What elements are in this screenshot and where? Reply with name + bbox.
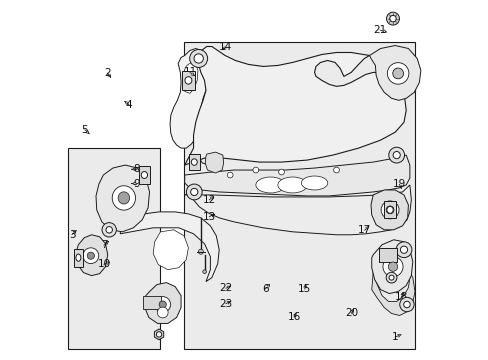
Text: 20: 20	[344, 309, 357, 318]
Bar	[68, 148, 159, 348]
Ellipse shape	[76, 254, 81, 261]
Ellipse shape	[112, 186, 135, 210]
Circle shape	[159, 301, 166, 308]
Circle shape	[278, 169, 284, 175]
Text: 7: 7	[101, 240, 107, 250]
Text: 12: 12	[203, 195, 216, 205]
Circle shape	[388, 275, 393, 280]
Circle shape	[380, 201, 398, 219]
Bar	[142, 296, 161, 309]
Circle shape	[480, 252, 485, 257]
Ellipse shape	[118, 192, 129, 204]
Bar	[378, 248, 396, 262]
Circle shape	[386, 206, 393, 214]
Text: 3: 3	[68, 230, 75, 239]
Text: 2: 2	[104, 68, 111, 78]
Polygon shape	[96, 165, 149, 232]
Polygon shape	[205, 152, 223, 173]
Circle shape	[155, 297, 170, 312]
Circle shape	[194, 54, 203, 63]
Text: 19: 19	[392, 179, 405, 189]
Circle shape	[186, 184, 202, 200]
Ellipse shape	[301, 176, 327, 190]
Text: 4: 4	[125, 100, 132, 110]
Circle shape	[382, 257, 402, 277]
Bar	[384, 201, 395, 219]
Text: 23: 23	[219, 299, 232, 309]
Text: 8: 8	[133, 164, 139, 174]
Ellipse shape	[184, 77, 191, 84]
Circle shape	[388, 147, 404, 163]
Text: 21: 21	[373, 25, 386, 35]
Ellipse shape	[277, 177, 306, 193]
Text: 13: 13	[203, 212, 216, 221]
Polygon shape	[120, 212, 219, 282]
Polygon shape	[184, 155, 409, 196]
Circle shape	[87, 252, 94, 259]
Ellipse shape	[255, 177, 285, 193]
Polygon shape	[184, 46, 406, 165]
Circle shape	[157, 307, 168, 318]
Text: 9: 9	[133, 179, 139, 189]
Polygon shape	[75, 235, 107, 276]
Polygon shape	[144, 283, 181, 323]
Circle shape	[399, 297, 413, 312]
Polygon shape	[197, 130, 219, 165]
Text: 22: 22	[219, 283, 232, 293]
Circle shape	[102, 222, 116, 237]
Text: 16: 16	[287, 312, 300, 322]
Polygon shape	[170, 49, 209, 148]
Bar	[182, 71, 194, 90]
Text: 18: 18	[394, 292, 407, 302]
Text: 6: 6	[262, 284, 268, 294]
Circle shape	[227, 172, 233, 178]
Circle shape	[189, 50, 207, 67]
Circle shape	[83, 248, 99, 264]
Bar	[183, 42, 414, 348]
Polygon shape	[371, 266, 414, 315]
Text: 5: 5	[81, 125, 88, 135]
Bar	[188, 154, 199, 170]
Text: 15: 15	[298, 284, 311, 294]
Circle shape	[387, 262, 397, 271]
Text: 11: 11	[183, 67, 196, 77]
Polygon shape	[369, 45, 420, 100]
Ellipse shape	[386, 206, 392, 213]
Circle shape	[106, 226, 112, 233]
Circle shape	[386, 12, 399, 25]
Circle shape	[389, 15, 395, 22]
Polygon shape	[182, 62, 198, 93]
Circle shape	[203, 270, 206, 274]
Circle shape	[198, 249, 203, 254]
Ellipse shape	[141, 172, 147, 179]
Circle shape	[392, 152, 400, 159]
Text: 10: 10	[97, 259, 110, 269]
Polygon shape	[184, 185, 410, 235]
Ellipse shape	[191, 159, 197, 165]
Polygon shape	[153, 230, 188, 270]
Circle shape	[400, 246, 407, 253]
Circle shape	[395, 242, 411, 258]
Bar	[139, 166, 150, 184]
Bar	[74, 249, 82, 267]
Polygon shape	[370, 190, 407, 230]
Circle shape	[190, 188, 198, 195]
Circle shape	[392, 68, 403, 79]
Circle shape	[386, 63, 408, 84]
Polygon shape	[154, 329, 163, 340]
Polygon shape	[371, 240, 412, 293]
Circle shape	[386, 272, 396, 283]
Text: 14: 14	[219, 42, 232, 52]
Text: 1: 1	[391, 332, 398, 342]
Circle shape	[156, 332, 162, 337]
Circle shape	[403, 301, 409, 308]
Circle shape	[252, 167, 258, 173]
Text: 17: 17	[357, 225, 370, 235]
Circle shape	[333, 167, 339, 173]
